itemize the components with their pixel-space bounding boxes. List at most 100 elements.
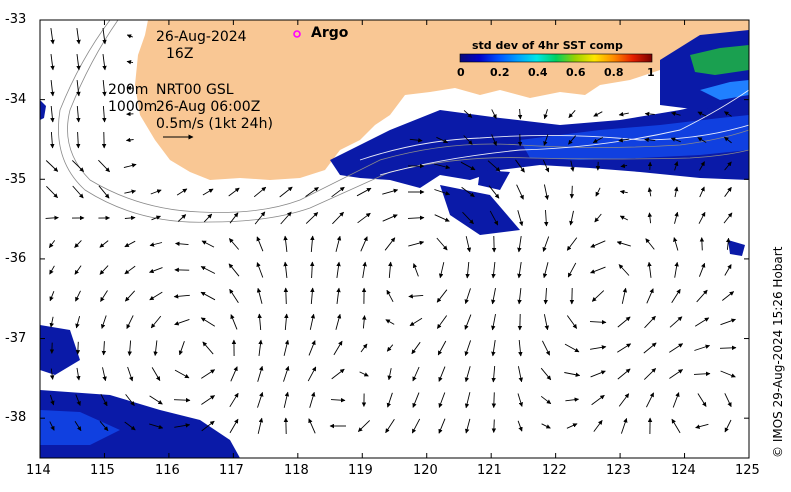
depth-label-200m: 200m [108, 82, 149, 98]
current-arrow [436, 315, 448, 329]
current-arrow [541, 423, 551, 429]
current-arrow [201, 420, 215, 432]
current-arrow [542, 262, 549, 279]
current-arrow [669, 343, 684, 353]
current-arrow [256, 287, 263, 304]
current-arrow [464, 366, 471, 383]
current-arrow [332, 211, 344, 225]
current-arrow [407, 215, 425, 221]
current-arrow [50, 54, 55, 71]
argo-marker [293, 30, 301, 38]
current-arrow [566, 315, 578, 329]
current-arrow [619, 189, 628, 195]
current-arrow [331, 368, 345, 380]
current-arrow [283, 339, 290, 356]
x-tick-label: 122 [542, 463, 567, 478]
current-arrow [643, 368, 657, 380]
current-arrow [590, 345, 607, 350]
current-arrow [491, 261, 496, 279]
current-arrow [98, 159, 110, 173]
current-arrow [589, 319, 607, 325]
current-arrow [50, 131, 55, 149]
current-arrow [567, 262, 577, 278]
current-arrow [460, 161, 476, 171]
current-arrow [257, 417, 264, 434]
current-arrow [724, 161, 732, 171]
current-arrow [621, 287, 628, 304]
current-arrow [76, 105, 81, 123]
scale-label: 0.5m/s (1kt 24h) [156, 116, 273, 132]
current-arrow [201, 395, 215, 405]
current-arrow [178, 341, 185, 356]
current-arrow [699, 186, 705, 198]
current-arrow [568, 135, 576, 145]
current-arrow [124, 215, 136, 221]
plot-frame [39, 19, 750, 459]
current-arrow [74, 240, 82, 248]
current-arrow [283, 261, 288, 278]
current-arrow [75, 315, 81, 329]
current-arrow [124, 265, 136, 275]
current-arrow [305, 187, 319, 197]
current-arrow [694, 317, 710, 327]
current-arrow [517, 262, 522, 279]
current-arrow [100, 315, 107, 329]
current-arrow [279, 186, 293, 198]
current-arrow [408, 240, 425, 247]
current-arrow [618, 111, 629, 117]
current-arrow [696, 289, 708, 303]
colorbar-tick: 0.4 [528, 66, 548, 79]
current-arrow [412, 366, 420, 382]
current-arrow [592, 137, 604, 143]
current-arrow [256, 262, 264, 278]
current-arrow [674, 161, 679, 171]
current-arrow [723, 212, 733, 224]
current-arrow [99, 265, 109, 275]
credit-label: © IMOS 29-Aug-2024 15:26 Hobart [771, 246, 785, 458]
current-arrow [50, 28, 55, 45]
x-tick-label: 120 [413, 463, 438, 478]
current-arrow [330, 397, 346, 403]
current-arrow [564, 372, 581, 377]
current-arrow [616, 240, 631, 247]
current-arrow [544, 209, 549, 227]
current-arrow [724, 136, 732, 144]
current-arrow [202, 341, 214, 355]
current-arrow [74, 265, 82, 275]
current-arrow [540, 395, 552, 405]
current-arrow [153, 340, 158, 357]
current-arrow [674, 261, 679, 278]
current-arrow [176, 188, 188, 196]
current-arrow [671, 418, 681, 434]
current-arrow [49, 265, 55, 275]
current-arrow [517, 366, 523, 383]
current-arrow [434, 214, 450, 222]
current-arrow [564, 343, 580, 353]
current-arrow [123, 163, 137, 169]
current-arrow [491, 314, 496, 331]
current-arrow [125, 137, 134, 143]
current-arrow [359, 371, 369, 377]
current-arrow [283, 235, 288, 252]
current-arrow [724, 111, 732, 117]
colorbar-tick: 0.8 [604, 66, 624, 79]
x-tick-label: 115 [90, 463, 115, 478]
current-arrow [671, 288, 681, 303]
current-arrow [542, 236, 550, 252]
current-arrow [385, 319, 395, 325]
current-arrow [434, 163, 451, 170]
current-arrow [230, 366, 238, 382]
y-tick-label: -36 [5, 251, 27, 266]
current-arrow [462, 211, 474, 225]
current-arrow [411, 418, 421, 434]
current-arrow [71, 160, 85, 172]
current-arrow [173, 294, 190, 299]
current-streamlines [359, 89, 749, 176]
current-arrow [644, 137, 656, 143]
current-arrow [724, 186, 732, 197]
current-arrow [594, 213, 602, 223]
current-arrow [647, 261, 652, 278]
current-arrow [177, 214, 187, 222]
current-arrow [646, 288, 654, 304]
current-arrow [75, 341, 81, 355]
